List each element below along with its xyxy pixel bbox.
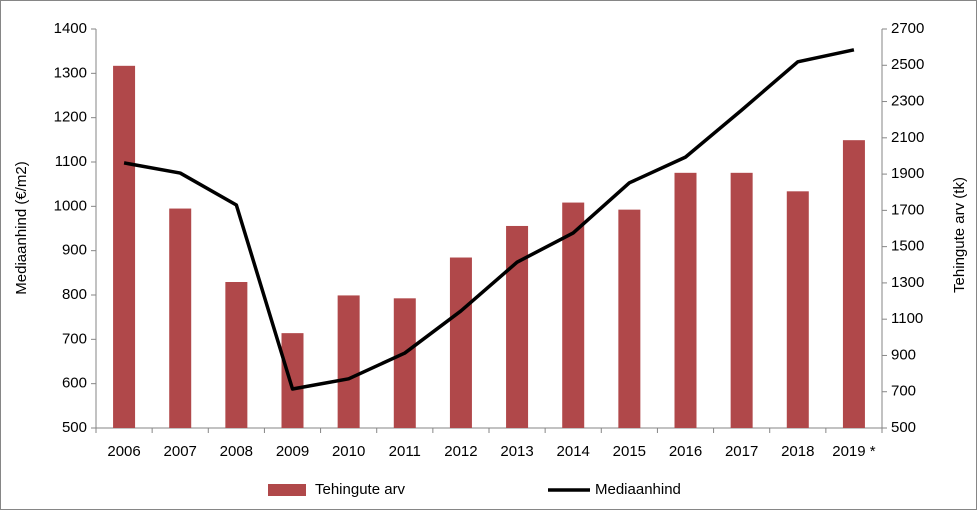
y-tick-label: 800 — [62, 286, 87, 303]
y2-tick-label: 1100 — [891, 310, 923, 327]
x-tick-label: 2014 — [557, 443, 590, 460]
bar — [449, 257, 472, 428]
x-tick-label: 2010 — [332, 443, 365, 460]
y-tick-label: 1300 — [54, 64, 87, 81]
y-tick-label: 1400 — [54, 20, 87, 37]
bar — [674, 172, 697, 428]
bar — [562, 202, 585, 428]
y2-tick-label: 2500 — [891, 56, 924, 73]
x-tick-label: 2019 * — [832, 443, 876, 460]
x-tick-label: 2006 — [107, 443, 140, 460]
x-tick-label: 2018 — [781, 443, 814, 460]
bar — [618, 209, 641, 428]
y-tick-label: 700 — [62, 330, 87, 347]
y2-tick-label: 1500 — [891, 238, 924, 255]
x-tick-label: 2016 — [669, 443, 702, 460]
y2-tick-label: 900 — [891, 346, 916, 363]
y2-tick-label: 2100 — [891, 129, 924, 146]
y2-tick-label: 500 — [891, 419, 916, 436]
x-tick-label: 2013 — [500, 443, 533, 460]
bar — [786, 191, 809, 428]
y2-axis-title: Tehingute arv (tk) — [951, 177, 968, 293]
y-tick-label: 600 — [62, 375, 87, 392]
legend-swatch — [268, 484, 306, 496]
bar — [337, 295, 360, 428]
y2-tick-label: 2300 — [891, 93, 924, 110]
y-tick-label: 1200 — [54, 109, 87, 126]
y2-tick-label: 1700 — [891, 201, 924, 218]
bar — [730, 172, 753, 428]
y-tick-label: 1100 — [55, 153, 87, 170]
x-tick-label: 2017 — [725, 443, 758, 460]
bar — [393, 298, 416, 428]
x-tick-label: 2008 — [220, 443, 253, 460]
y2-tick-label: 2700 — [891, 20, 924, 37]
line — [123, 48, 855, 391]
y2-tick-label: 1300 — [891, 274, 924, 291]
bar — [225, 282, 248, 428]
bar — [113, 65, 136, 428]
y-tick-label: 900 — [62, 242, 87, 259]
x-tick-label: 2012 — [444, 443, 477, 460]
y2-tick-label: 1900 — [891, 165, 924, 182]
y-tick-label: 500 — [62, 419, 87, 436]
bar — [281, 333, 304, 428]
bar — [506, 225, 529, 428]
bar — [169, 208, 192, 428]
x-tick-label: 2015 — [613, 443, 646, 460]
bar — [842, 140, 865, 428]
x-tick-label: 2009 — [276, 443, 309, 460]
y2-tick-label: 700 — [891, 383, 916, 400]
y-tick-label: 1000 — [54, 197, 87, 214]
legend-label: Mediaanhind — [595, 481, 681, 498]
y-axis-title: Mediaanhind (€/m2) — [13, 161, 30, 294]
x-tick-label: 2007 — [164, 443, 197, 460]
legend-label: Tehingute arv — [315, 481, 406, 498]
x-tick-label: 2011 — [389, 443, 421, 460]
